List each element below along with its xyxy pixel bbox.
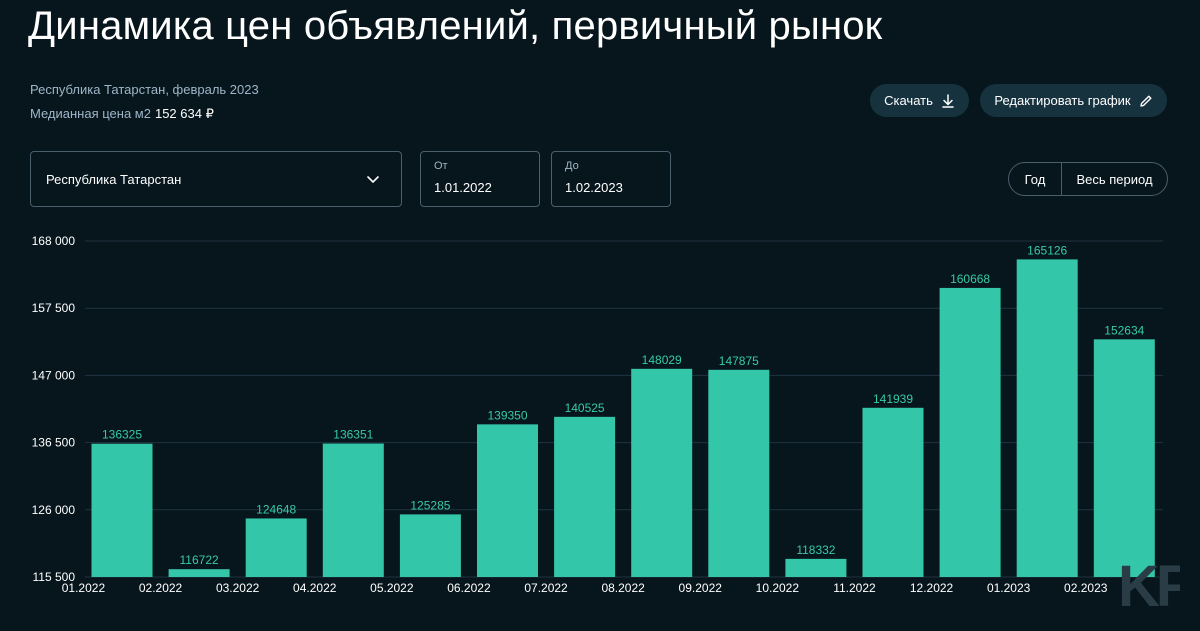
y-tick-label: 147 000 [32, 368, 76, 382]
date-to-field[interactable]: До 1.02.2023 [551, 151, 671, 207]
data-label: 116722 [180, 553, 219, 567]
y-tick-label: 157 500 [32, 301, 76, 315]
bar[interactable] [245, 518, 307, 577]
bar[interactable] [1093, 339, 1155, 577]
chevron-down-icon [367, 176, 379, 184]
data-label: 124648 [256, 502, 296, 516]
median-label: Медианная цена м2 [30, 106, 151, 121]
data-label: 160668 [950, 272, 990, 286]
download-icon [942, 93, 954, 108]
bar[interactable] [399, 514, 461, 577]
x-tick-label: 01.2023 [987, 581, 1031, 595]
bar[interactable] [91, 443, 153, 577]
y-tick-label: 136 500 [32, 436, 76, 450]
data-label: 152634 [1104, 323, 1144, 337]
period-all-button[interactable]: Весь период [1076, 171, 1153, 187]
y-tick-label: 115 500 [33, 570, 76, 584]
x-tick-label: 12.2022 [910, 581, 954, 595]
x-tick-label: 05.2022 [370, 581, 414, 595]
watermark-text: KF [1118, 556, 1180, 610]
data-label: 136351 [333, 428, 373, 442]
page-title: Динамика цен объявлений, первичный рынок [28, 4, 883, 48]
data-label: 141939 [873, 392, 913, 406]
download-label: Скачать [884, 93, 933, 108]
data-label: 165126 [1027, 243, 1067, 257]
subtitle: Республика Татарстан, февраль 2023 [30, 82, 259, 97]
edit-chart-button[interactable]: Редактировать график [980, 84, 1167, 117]
median-value: 152 634 ₽ [154, 106, 214, 121]
data-label: 136325 [102, 428, 142, 442]
bar[interactable] [862, 407, 924, 577]
data-label: 148029 [642, 353, 682, 367]
region-select[interactable]: Республика Татарстан [30, 151, 402, 207]
data-label: 139350 [487, 408, 527, 422]
period-year-button[interactable]: Год [1009, 163, 1062, 195]
bar[interactable] [785, 558, 847, 577]
pencil-icon [1139, 95, 1152, 107]
date-to-label: До [565, 160, 579, 172]
x-tick-label: 06.2022 [447, 581, 491, 595]
date-from-value: 1.01.2022 [434, 180, 492, 195]
data-label: 147875 [719, 354, 759, 368]
date-from-field[interactable]: От 1.01.2022 [420, 151, 540, 207]
x-tick-label: 07.2022 [524, 581, 568, 595]
x-tick-label: 03.2022 [216, 581, 260, 595]
x-tick-label: 04.2022 [293, 581, 337, 595]
region-value: Республика Татарстан [46, 171, 182, 187]
bar[interactable] [554, 416, 616, 577]
data-label: 125285 [410, 498, 450, 512]
bar-chart: 115 500 126 000 136 500 147 000 157 500 168 0… [32, 234, 1163, 595]
bar[interactable] [477, 424, 538, 577]
x-tick-label: 11.2022 [833, 581, 876, 595]
y-tick-label: 126 000 [32, 503, 76, 517]
kf-watermark: KF [1118, 556, 1180, 610]
x-tick-label: 02.2022 [139, 581, 183, 595]
bar[interactable] [1016, 259, 1078, 577]
bar[interactable] [168, 569, 230, 577]
y-tick-label: 168 000 [32, 234, 76, 248]
bar[interactable] [322, 443, 384, 577]
data-label: 140525 [565, 401, 605, 415]
bar[interactable] [939, 287, 1001, 577]
period-toggle: Год Весь период [1008, 162, 1168, 196]
date-from-label: От [434, 160, 448, 172]
median-price: Медианная цена м2 152 634 ₽ [30, 106, 214, 122]
data-label: 118332 [796, 543, 835, 557]
x-tick-label: 01.2022 [62, 581, 106, 595]
x-tick-label: 10.2022 [756, 581, 800, 595]
x-tick-label: 09.2022 [679, 581, 723, 595]
bar[interactable] [708, 369, 770, 577]
bar[interactable] [631, 368, 693, 577]
edit-label: Редактировать график [994, 93, 1131, 108]
date-to-value: 1.02.2023 [565, 180, 623, 195]
x-tick-label: 08.2022 [601, 581, 645, 595]
download-button[interactable]: Скачать [870, 84, 969, 117]
x-tick-label: 02.2023 [1064, 581, 1108, 595]
